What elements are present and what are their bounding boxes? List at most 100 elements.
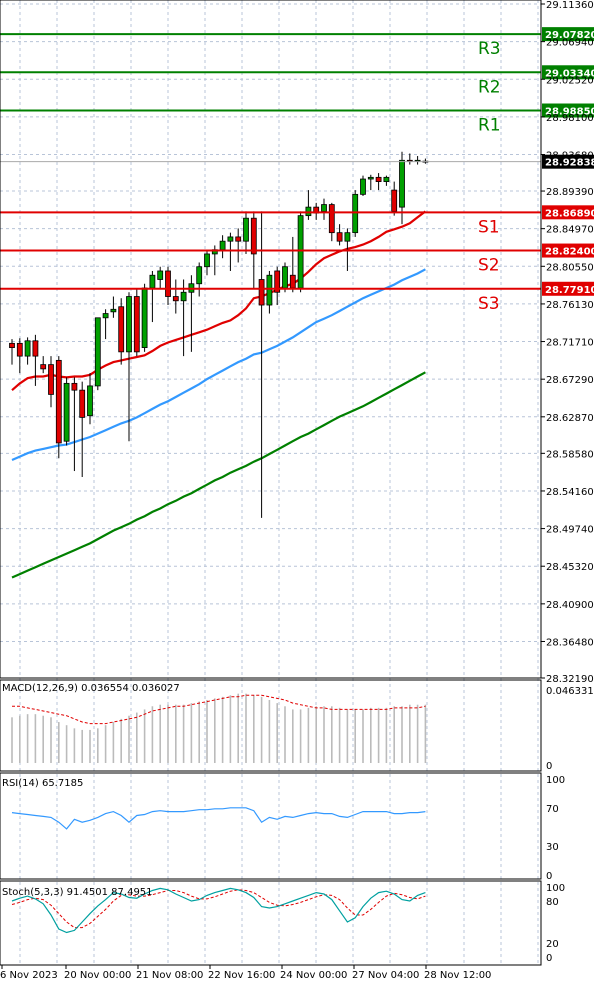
macd-signal-line: [12, 694, 426, 725]
time-tick-label: 24 Nov 00:00: [280, 970, 347, 981]
candle-body: [157, 270, 164, 280]
time-tick-label: 6 Nov 2023: [0, 970, 58, 981]
candle-body: [289, 274, 296, 289]
macd-tick-label: 0: [546, 761, 552, 772]
candle-body: [297, 215, 304, 289]
price-tick-label: 28.93680: [546, 151, 594, 162]
candle-body: [24, 340, 31, 357]
candle-body: [360, 178, 366, 195]
panel-frame: [0, 880, 542, 966]
candle-body: [94, 317, 101, 387]
time-tick-label: 28 Nov 12:00: [424, 970, 491, 981]
candle-body: [258, 279, 265, 306]
candle-body: [133, 296, 140, 353]
candle-body: [336, 232, 343, 242]
price-tick-label: 29.11360: [546, 0, 594, 11]
candle-body: [48, 364, 54, 395]
level-price-tag: [542, 243, 594, 258]
candle-body: [375, 176, 382, 182]
level-price-value: 28.98850: [545, 107, 598, 118]
stoch-tick-label: 20: [546, 939, 559, 950]
candle-body: [352, 193, 359, 234]
candle-body: [126, 296, 132, 353]
level-label-r1: R1: [478, 116, 501, 136]
candle-body: [266, 274, 273, 306]
panel-frame: [0, 772, 542, 880]
support-resistance-levels: R3 29.07820 R2 29.03340 R1 28.98850 S1 28.86890…: [0, 27, 598, 314]
candle-body: [227, 236, 234, 242]
ma-slow-line: [11, 371, 426, 579]
price-tick-label: 28.45320: [546, 562, 594, 573]
level-label-r2: R2: [478, 77, 501, 97]
candle-body: [414, 159, 421, 162]
macd-tick-label: 0.046331: [546, 686, 594, 697]
candle-body: [79, 389, 86, 418]
macd-label: MACD(12,26,9) 0.036554 0.036027: [2, 683, 180, 694]
panel-frame: [0, 679, 542, 772]
candle-body: [391, 189, 398, 212]
level-label-s3: S3: [478, 294, 500, 314]
stoch-d-line: [11, 889, 426, 929]
candle-body: [32, 340, 39, 357]
level-price-value: 28.86890: [545, 208, 598, 219]
level-price-tag: [542, 281, 594, 296]
candle-body: [87, 385, 93, 417]
stoch-k-line: [11, 887, 426, 934]
rsi-tick-label: 30: [546, 842, 559, 853]
candle-body: [321, 204, 327, 212]
ma-mid-line: [11, 268, 426, 462]
price-tick-label: 28.54160: [546, 487, 594, 498]
price-tick-label: 28.89390: [546, 187, 594, 198]
stoch-tick-label: 0: [546, 953, 552, 964]
candle-body: [118, 306, 125, 353]
candle-body: [243, 217, 249, 242]
level-price-tag: [542, 103, 594, 118]
candle-body: [204, 253, 210, 268]
candle-body: [383, 176, 390, 182]
price-tick-label: 28.32190: [546, 674, 594, 685]
ma-fast-line: [11, 210, 427, 392]
rsi-label: RSI(14) 65.7185: [2, 778, 83, 789]
level-price-value: 28.77910: [545, 285, 598, 296]
candle-body: [219, 240, 226, 251]
price-tick-label: 28.76130: [546, 300, 594, 311]
price-tick-label: 28.40900: [546, 600, 594, 611]
candle-body: [63, 382, 70, 442]
price-tick-label: 28.58580: [546, 449, 594, 460]
price-tick-label: 29.02520: [546, 75, 594, 86]
candle-body: [282, 266, 288, 289]
level-label-s2: S2: [478, 256, 500, 276]
price-tick-label: 28.62870: [546, 413, 594, 424]
candle-body: [406, 159, 413, 162]
candle-body: [196, 266, 203, 285]
level-price-tag: [542, 65, 594, 80]
price-tick-label: 28.36480: [546, 637, 594, 648]
moving-averages: [11, 210, 427, 579]
rsi-tick-label: 100: [546, 775, 565, 786]
stoch-label: Stoch(5,3,3) 91.4501 87.4951: [2, 887, 153, 898]
time-tick-label: 22 Nov 16:00: [208, 970, 275, 981]
candle-body: [328, 204, 335, 234]
candle-body: [16, 342, 23, 357]
candles: [9, 151, 429, 518]
level-price-tag: [542, 27, 594, 42]
time-tick-label: 27 Nov 04:00: [352, 970, 419, 981]
candle-body: [344, 232, 351, 242]
candle-body: [172, 296, 179, 302]
candle-body: [40, 364, 47, 370]
price-tick-label: 28.67290: [546, 375, 594, 386]
candle-body: [367, 176, 374, 180]
level-label-s1: S1: [478, 217, 500, 237]
price-tick-label: 28.80550: [546, 262, 594, 273]
price-tick-label: 28.98100: [546, 113, 594, 124]
rsi-line: [11, 807, 426, 830]
time-tick-label: 21 Nov 08:00: [136, 970, 203, 981]
time-tick-label: 20 Nov 00:00: [64, 970, 131, 981]
candle-body: [235, 236, 242, 242]
candle-body: [274, 270, 281, 293]
candle-body: [102, 313, 109, 319]
price-tick-label: 28.71710: [546, 338, 594, 349]
rsi-tick-label: 70: [546, 804, 559, 815]
